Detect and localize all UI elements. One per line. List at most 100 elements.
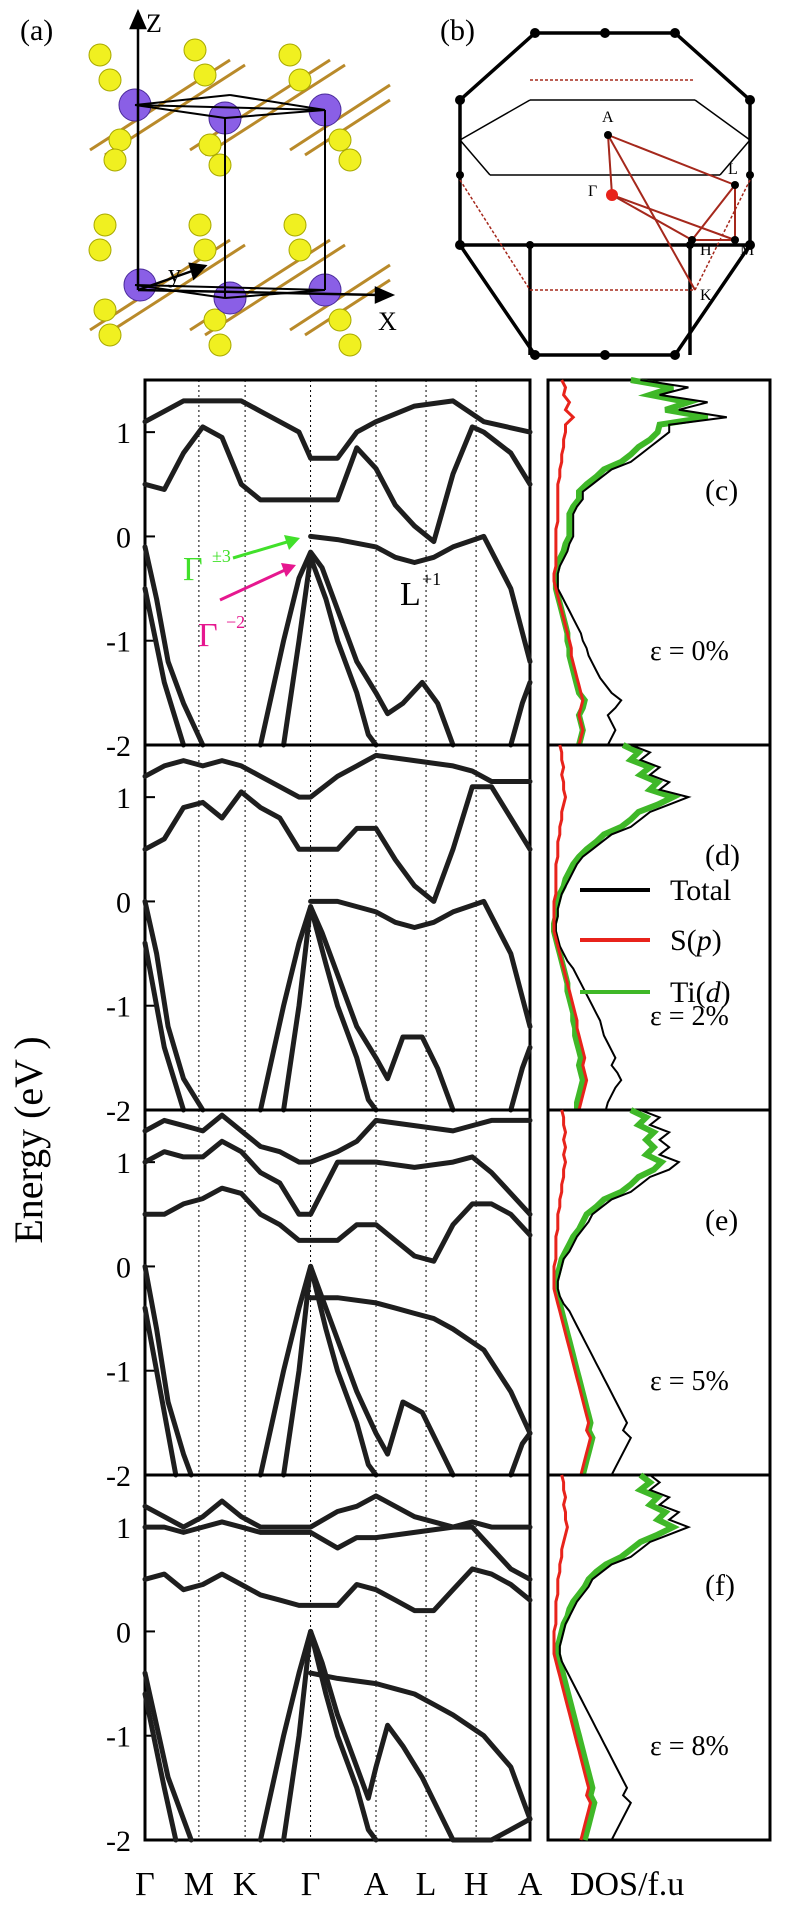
band-line xyxy=(508,679,533,748)
strain-label: ε = 8% xyxy=(650,1731,729,1762)
l-sup: +1 xyxy=(422,569,441,589)
y-tick-label: -2 xyxy=(106,1825,131,1858)
y-tick-label: 0 xyxy=(116,1251,131,1284)
band-line xyxy=(450,1816,533,1843)
band-line xyxy=(142,1185,533,1264)
axis-y-label: y xyxy=(168,259,181,288)
panel-label: (d) xyxy=(705,839,740,872)
s-atoms xyxy=(88,38,362,357)
bz-label-l: L xyxy=(728,161,738,178)
band-line xyxy=(281,1628,379,1843)
kpoint-label: K xyxy=(233,1866,258,1903)
y-tick-label: 1 xyxy=(116,417,131,450)
band-line xyxy=(142,1112,533,1165)
dos-sp-curve xyxy=(552,1474,593,1841)
band-line xyxy=(258,1628,456,1843)
gamma3-sup: ±3 xyxy=(212,546,231,566)
gamma2-sup: −2 xyxy=(226,612,245,632)
band-panel: 1 0 -1 -2 xyxy=(106,743,533,1128)
y-tick-label: 0 xyxy=(116,521,131,554)
band-line xyxy=(142,1305,179,1478)
y-tick-label: -1 xyxy=(106,1721,131,1754)
kpoint-label: H xyxy=(464,1866,489,1903)
band-line xyxy=(142,544,206,748)
band-line xyxy=(142,1138,533,1217)
dos-sp-curve xyxy=(552,379,585,746)
y-tick-label: 0 xyxy=(116,886,131,919)
band-line xyxy=(142,398,533,461)
bz-label-m: M xyxy=(740,242,754,259)
band-line xyxy=(142,586,186,748)
panel-label: (c) xyxy=(705,474,738,507)
gamma3-label: Γ xyxy=(183,551,203,588)
panel-label: (e) xyxy=(705,1204,738,1237)
dos-panel-frame xyxy=(546,1473,772,1842)
dos-sp-curve xyxy=(552,1109,593,1476)
dos-total-curve xyxy=(556,379,727,746)
dos-panel: (f) ε = 8% xyxy=(546,1472,772,1842)
bz-label-h: H xyxy=(700,242,712,259)
band-line xyxy=(258,1263,456,1478)
legend-total-label: Total xyxy=(670,874,731,907)
dos-total-curve xyxy=(554,744,692,1111)
legend-tid-label: Ti(d) xyxy=(670,976,731,1009)
band-panel: 1 0 -1 -2 xyxy=(106,1473,533,1858)
band-structure-panels: 10-1-210-1-210-1-210-1-2Γ M K Γ A L H A xyxy=(106,378,543,1903)
y-tick-label: 0 xyxy=(116,1616,131,1649)
band-line xyxy=(281,1263,379,1478)
dos-panel: (e) ε = 5% xyxy=(546,1107,772,1477)
dos-legend: Total S(p) Ti(d) xyxy=(580,874,731,1009)
axis-x-label: X xyxy=(378,307,397,336)
panel-label-b: (b) xyxy=(440,14,475,47)
panel-label: (f) xyxy=(705,1569,735,1602)
l-label: L xyxy=(400,576,421,613)
dos-panel: (c) ε = 0% xyxy=(546,377,772,747)
band-line xyxy=(142,1263,194,1478)
band-panel: 1 0 -1 -2 xyxy=(106,378,533,763)
dos-sp-curve xyxy=(552,744,589,1111)
panel-c-annotations: Γ ±3 Γ −2 L +1 xyxy=(183,535,441,654)
dos-tid-curve xyxy=(554,1472,680,1841)
band-line xyxy=(142,1519,533,1582)
band-line xyxy=(281,904,379,1113)
dos-total-curve xyxy=(556,1109,681,1476)
panel-label-a: (a) xyxy=(20,14,53,47)
y-tick-label: -1 xyxy=(106,626,131,659)
y-tick-label: 1 xyxy=(116,1147,131,1180)
dos-tid-curve xyxy=(552,1107,667,1476)
kpoint-label: L xyxy=(416,1866,437,1903)
strain-label: ε = 5% xyxy=(650,1366,729,1397)
band-panel-frame xyxy=(143,743,532,1112)
axis-z-label: Z xyxy=(146,9,162,38)
y-tick-label: -1 xyxy=(106,1356,131,1389)
bz-label-k: K xyxy=(700,287,712,304)
bz-label-gamma: Γ xyxy=(588,183,597,200)
band-panel-frame xyxy=(143,1473,532,1842)
strain-label: ε = 0% xyxy=(650,636,729,667)
band-line xyxy=(142,1493,533,1530)
band-line xyxy=(258,904,456,1113)
band-line xyxy=(308,898,533,1030)
legend-sp-label: S(p) xyxy=(670,924,722,957)
kpoint-label: M xyxy=(184,1866,214,1903)
kpoint-label: Γ xyxy=(301,1866,321,1903)
band-line xyxy=(308,533,533,665)
kpoint-label: A xyxy=(518,1866,543,1903)
bz-label-a: A xyxy=(602,109,614,126)
band-line xyxy=(281,554,379,748)
band-line xyxy=(508,1430,533,1478)
gamma2-label: Γ xyxy=(198,617,218,654)
band-line xyxy=(142,1670,194,1843)
band-panel-frame xyxy=(143,378,532,747)
band-line xyxy=(142,752,533,800)
y-axis-label: Energy (eV ) xyxy=(6,1036,51,1243)
dos-panel: (d) ε = 2% xyxy=(546,742,772,1112)
ti-atoms xyxy=(118,88,342,315)
band-line xyxy=(142,784,533,904)
dos-panels: (c) ε = 0% (d) ε = 2% (e) ε = 5% (f) ε = 8% xyxy=(546,377,772,1842)
band-line xyxy=(142,1566,533,1614)
dos-xlabel: DOS/f.u xyxy=(570,1866,684,1903)
dos-total-curve xyxy=(558,1474,692,1841)
y-tick-label: -1 xyxy=(106,991,131,1024)
